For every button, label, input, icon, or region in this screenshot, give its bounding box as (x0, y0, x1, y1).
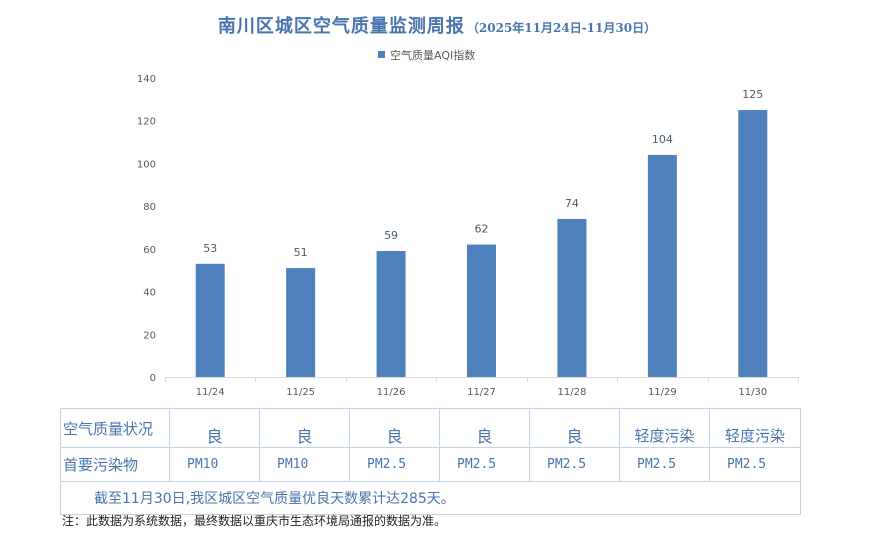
pollutant-cell: PM2.5 (349, 447, 440, 482)
summary-text: 截至11月30日,我区城区空气质量优良天数累计达285天。 (60, 481, 801, 515)
grade-cell: 良 (169, 408, 260, 448)
y-tick-label: 120 (137, 117, 156, 128)
legend-label: 空气质量AQI指数 (390, 48, 475, 62)
data-label: 62 (475, 223, 489, 236)
data-label: 74 (565, 197, 579, 210)
pollutant-cell: PM2.5 (709, 447, 801, 482)
grade-row-label: 空气质量状况 (60, 408, 170, 448)
pollutant-cell: PM10 (259, 447, 350, 482)
chart-title-block: 南川区城区空气质量监测周报 （2025年11月24日-11月30日） (0, 12, 874, 38)
x-tick-label: 11/27 (467, 387, 496, 398)
x-tick-label: 11/25 (286, 387, 315, 398)
bar (647, 154, 677, 377)
grade-cell: 良 (349, 408, 440, 448)
x-tick-label: 11/24 (196, 387, 225, 398)
bar (286, 268, 316, 377)
pollutant-cell: PM10 (169, 447, 260, 482)
table-row-pollutant: 首要污染物 PM10 PM10 PM2.5 PM2.5 PM2.5 PM2.5 … (60, 447, 801, 482)
bar (195, 263, 225, 377)
y-tick-label: 60 (143, 245, 156, 256)
y-tick-label: 0 (150, 373, 156, 384)
pollutant-cell: PM2.5 (619, 447, 710, 482)
grade-cell: 轻度污染 (709, 408, 801, 448)
grade-cell: 良 (439, 408, 530, 448)
chart-title: 南川区城区空气质量监测周报 (217, 16, 465, 37)
grade-cell: 良 (529, 408, 620, 448)
data-label: 104 (652, 133, 673, 146)
legend-swatch (378, 51, 385, 58)
air-quality-table: 空气质量状况 良 良 良 良 良 轻度污染 轻度污染 首要污染物 PM10 PM… (60, 408, 801, 515)
y-tick-label: 20 (143, 330, 156, 341)
data-label: 125 (742, 88, 763, 101)
footnote: 注：此数据为系统数据，最终数据以重庆市生态环境局通报的数据为准。 (62, 514, 447, 528)
bar (557, 218, 587, 377)
grade-cell: 良 (259, 408, 350, 448)
y-tick-label: 100 (137, 159, 156, 170)
bar (467, 244, 496, 377)
bar (738, 110, 768, 378)
x-tick-label: 11/26 (377, 387, 406, 398)
chart-subtitle: （2025年11月24日-11月30日） (466, 21, 657, 35)
pollutant-cell: PM2.5 (529, 447, 620, 482)
data-label: 51 (294, 246, 308, 259)
x-tick-label: 11/29 (648, 387, 677, 398)
pollutant-row-label: 首要污染物 (60, 447, 170, 482)
table-row-grade: 空气质量状况 良 良 良 良 良 轻度污染 轻度污染 (60, 408, 801, 448)
pollutant-cell: PM2.5 (439, 447, 530, 482)
data-label: 53 (203, 242, 217, 255)
bar (376, 250, 406, 377)
y-tick-label: 80 (143, 202, 156, 213)
grade-cell: 轻度污染 (619, 408, 710, 448)
x-tick-label: 11/28 (558, 387, 587, 398)
y-tick-label: 140 (137, 74, 156, 85)
table-row-summary: 截至11月30日,我区城区空气质量优良天数累计达285天。 (60, 481, 801, 515)
aqi-bar-chart: 空气质量AQI指数 0 20 40 60 80 100 120 140 53 11/24 51 11/2… (137, 48, 799, 398)
data-label: 59 (384, 229, 398, 242)
y-tick-label: 40 (143, 288, 156, 299)
x-tick-label: 11/30 (738, 387, 767, 398)
